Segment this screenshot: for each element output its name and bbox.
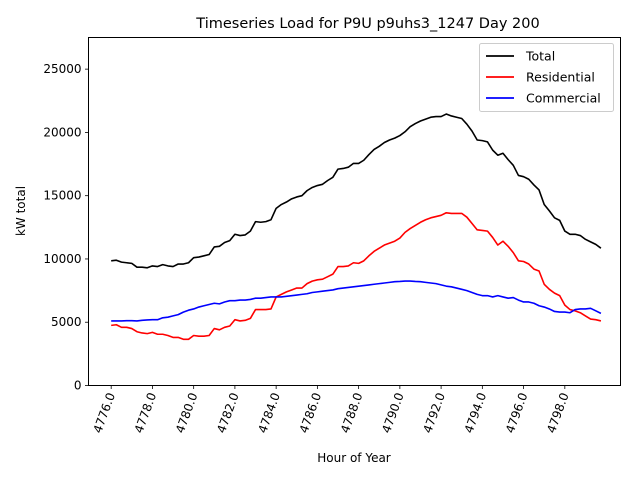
x-tick-label: 4786.0 — [297, 391, 325, 435]
series-line-total — [111, 113, 602, 269]
legend-label-total: Total — [525, 49, 555, 64]
series-line-commercial — [111, 280, 602, 322]
x-tick-label: 4782.0 — [214, 391, 242, 435]
x-tick-label: 4798.0 — [544, 391, 572, 435]
x-tick-label: 4790.0 — [379, 391, 407, 435]
legend-box — [479, 43, 614, 112]
x-tick-label: 4778.0 — [132, 391, 160, 435]
x-tick-label: 4792.0 — [420, 391, 448, 435]
x-tick-label: 4780.0 — [173, 391, 201, 435]
y-tick-label: 0 — [74, 379, 82, 393]
y-tick-label: 20000 — [43, 125, 81, 139]
x-axis-label: Hour of Year — [317, 451, 391, 465]
legend-label-residential: Residential — [526, 70, 595, 85]
legend-label-commercial: Commercial — [526, 91, 601, 106]
x-tick-label: 4784.0 — [255, 391, 283, 435]
chart-title: Timeseries Load for P9U p9uhs3_1247 Day … — [195, 16, 539, 32]
y-tick-label: 25000 — [43, 62, 81, 76]
x-tick-label: 4794.0 — [462, 391, 490, 435]
y-tick-label: 10000 — [43, 252, 81, 266]
x-tick-label: 4796.0 — [503, 391, 531, 435]
plot-lines — [111, 113, 602, 341]
axis-ticks: 0 5000 10000 15000 20000 25000 4776.0 4778.0 478… — [43, 62, 571, 435]
y-tick-label: 15000 — [43, 189, 81, 203]
y-tick-label: 5000 — [51, 315, 82, 329]
plot-frame — [88, 37, 621, 386]
x-tick-label: 4776.0 — [90, 391, 118, 435]
series-line-residential — [111, 211, 602, 341]
x-tick-label: 4788.0 — [338, 391, 366, 435]
y-axis-label: kW total — [14, 186, 28, 236]
legend: Total Residential Commercial — [479, 43, 614, 112]
